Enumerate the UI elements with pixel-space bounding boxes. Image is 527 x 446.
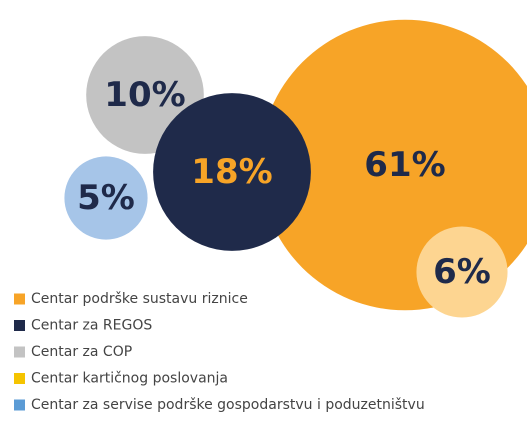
- bubble: [64, 156, 148, 240]
- legend-swatch: [14, 293, 25, 305]
- bubble-label: 18%: [191, 152, 272, 192]
- legend-label: Centar za COP: [31, 344, 132, 360]
- bubble: [416, 226, 508, 318]
- bubble-label: 5%: [77, 178, 135, 218]
- legend-label: Centar podrške sustavu riznice: [31, 291, 248, 307]
- bubble-label: 6%: [433, 252, 491, 292]
- legend-swatch: [14, 320, 25, 331]
- legend-label: Centar za servise podrške gospodarstvu i…: [31, 397, 425, 413]
- legend-swatch: [14, 399, 25, 411]
- legend-label: Centar kartičnog poslovanja: [31, 371, 228, 387]
- legend-label: Centar za REGOS: [31, 318, 152, 334]
- bubble-label: 61%: [364, 145, 445, 185]
- legend-swatch: [14, 373, 25, 384]
- legend-swatch: [14, 346, 25, 358]
- bubble-label: 10%: [104, 75, 185, 115]
- bubble: [153, 93, 311, 251]
